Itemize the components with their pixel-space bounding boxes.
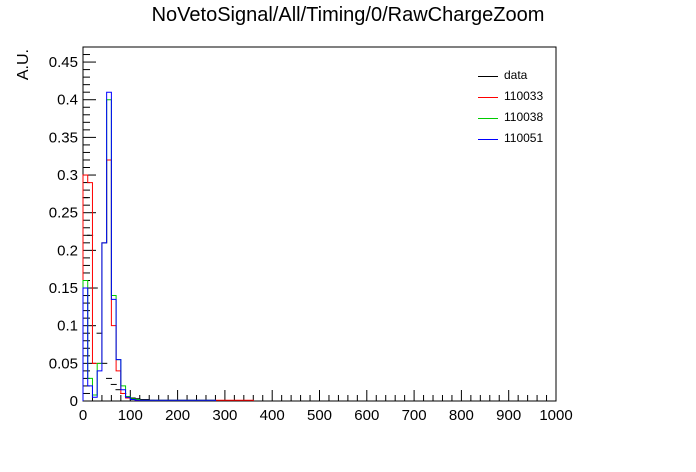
y-tick-label: 0.15 bbox=[49, 280, 78, 297]
y-tick-label: 0.45 bbox=[49, 54, 78, 71]
legend-label-110033: 110033 bbox=[504, 89, 544, 103]
x-tick-label: 900 bbox=[496, 407, 521, 424]
y-axis-label: A.U. bbox=[15, 49, 32, 80]
legend: data 110033 110038 110051 bbox=[472, 66, 572, 150]
x-tick-label: 800 bbox=[449, 407, 474, 424]
x-tick-label: 1000 bbox=[539, 407, 572, 424]
x-tick-label: 600 bbox=[354, 407, 379, 424]
y-tick-label: 0.1 bbox=[57, 318, 78, 335]
series-110051-line bbox=[82, 91, 216, 401]
legend-line-data bbox=[478, 76, 498, 77]
x-tick-label: 100 bbox=[118, 407, 143, 424]
y-tick-label: 0.3 bbox=[57, 167, 78, 184]
series-110033-line bbox=[82, 159, 254, 401]
x-tick-label: 300 bbox=[212, 407, 237, 424]
x-tick-label: 200 bbox=[165, 407, 190, 424]
y-tick-label: 0.05 bbox=[49, 355, 78, 372]
series-110038-line bbox=[82, 99, 216, 401]
legend-label-110051: 110051 bbox=[504, 131, 544, 145]
y-tick-label: 0.4 bbox=[57, 92, 78, 109]
y-tick-label: 0.25 bbox=[49, 205, 78, 222]
chart-title: NoVetoSignal/All/Timing/0/RawChargeZoom bbox=[151, 4, 545, 26]
y-tick-label: 0 bbox=[70, 393, 78, 410]
x-tick-label: 0 bbox=[79, 407, 87, 424]
legend-line-110033 bbox=[478, 97, 498, 98]
legend-entry-110051: 110051 bbox=[472, 129, 572, 150]
x-tick-label: 500 bbox=[307, 407, 332, 424]
legend-line-110051 bbox=[478, 139, 498, 140]
legend-entry-110033: 110033 bbox=[472, 87, 572, 108]
x-tick-label: 400 bbox=[260, 407, 285, 424]
y-tick-label: 0.2 bbox=[57, 242, 78, 259]
legend-label-data: data bbox=[504, 68, 528, 82]
legend-line-110038 bbox=[478, 118, 498, 119]
y-tick-label: 0.35 bbox=[49, 129, 78, 146]
legend-entry-110038: 110038 bbox=[472, 108, 572, 129]
legend-label-110038: 110038 bbox=[504, 110, 544, 124]
x-tick-label: 700 bbox=[402, 407, 427, 424]
legend-entry-data: data bbox=[472, 66, 572, 87]
